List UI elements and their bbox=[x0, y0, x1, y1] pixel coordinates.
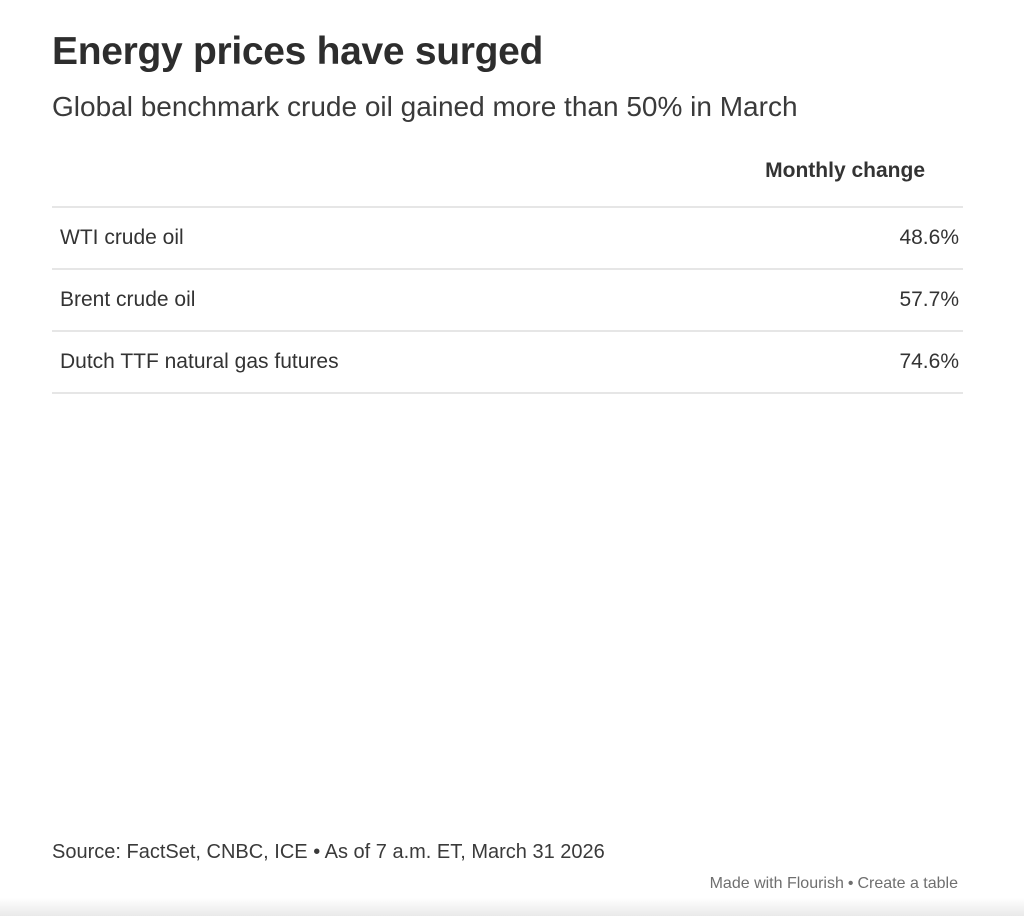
table-header-row: Monthly change bbox=[52, 158, 963, 208]
chart-container: Energy prices have surged Global benchma… bbox=[52, 0, 963, 394]
flourish-credit: Made with Flourish • Create a table bbox=[710, 874, 958, 893]
table-row: Dutch TTF natural gas futures 74.6% bbox=[52, 332, 963, 394]
row-value-wti-crude-oil: 48.6% bbox=[899, 226, 959, 249]
page-subtitle: Global benchmark crude oil gained more t… bbox=[52, 91, 798, 122]
data-table: Monthly change WTI crude oil 48.6% Brent… bbox=[52, 158, 963, 394]
row-label-dutch-ttf-natural-gas-futures: Dutch TTF natural gas futures bbox=[60, 350, 339, 373]
page-title: Energy prices have surged bbox=[52, 30, 544, 73]
table-row: WTI crude oil 48.6% bbox=[52, 208, 963, 270]
bottom-fade-divider bbox=[0, 898, 1024, 916]
row-label-brent-crude-oil: Brent crude oil bbox=[60, 288, 196, 311]
row-label-wti-crude-oil: WTI crude oil bbox=[60, 226, 184, 249]
row-value-dutch-ttf-natural-gas-futures: 74.6% bbox=[899, 350, 959, 373]
source-text: Source: FactSet, CNBC, ICE • As of 7 a.m… bbox=[52, 841, 605, 863]
credit-separator: • bbox=[847, 875, 854, 892]
row-value-brent-crude-oil: 57.7% bbox=[899, 288, 959, 311]
create-a-table-link[interactable]: Create a table bbox=[857, 875, 958, 892]
table-row: Brent crude oil 57.7% bbox=[52, 270, 963, 332]
made-with-flourish-link[interactable]: Made with Flourish bbox=[709, 875, 844, 892]
column-header-monthly-change[interactable]: Monthly change bbox=[765, 159, 925, 182]
